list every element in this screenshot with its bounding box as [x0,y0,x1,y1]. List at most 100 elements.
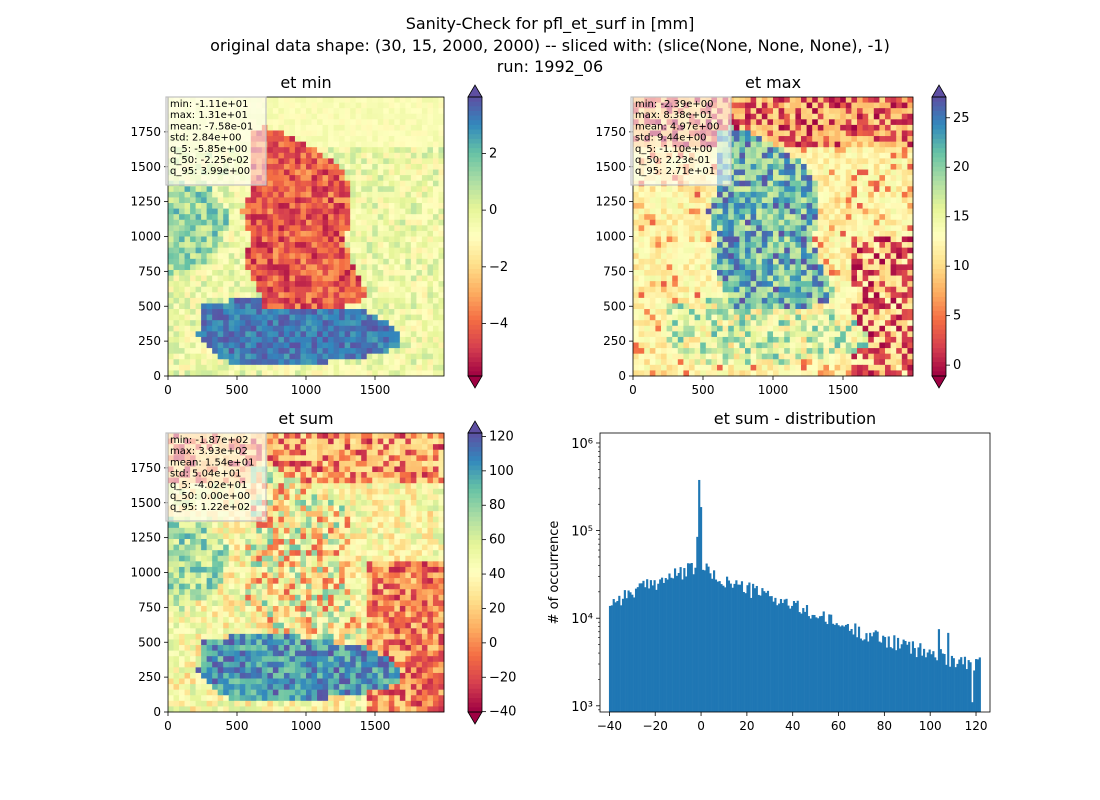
map-cell [366,370,373,377]
map-cell [173,214,180,221]
map-cell [901,147,908,154]
map-cell [633,303,639,310]
map-cell [355,130,362,137]
map-cell [750,158,757,165]
map-cell [432,141,439,148]
map-cell [438,158,445,165]
map-cell [873,102,880,109]
map-cell [168,353,174,360]
map-cell [201,269,208,276]
map-cell [339,275,346,282]
map-cell [294,303,301,310]
map-cell [421,113,428,120]
map-cell [294,342,301,349]
map-cell [817,141,824,148]
map-cell [366,275,373,282]
map-cell [862,119,869,126]
map-cell [201,342,208,349]
map-cell [761,203,768,209]
map-cell [761,158,768,165]
map-cell [845,303,852,310]
map-cell [383,119,390,126]
map-cell [812,320,819,327]
map-cell [862,186,869,193]
map-cell [212,364,219,371]
map-cell [885,102,891,109]
map-cell [873,297,880,304]
map-cell [823,225,830,232]
map-cell [350,303,357,310]
map-cell [711,208,718,215]
map-cell [344,163,351,170]
map-cell [761,292,768,299]
map-cell [306,152,312,159]
map-cell [195,348,202,355]
map-cell [677,325,684,332]
map-cell [868,130,875,137]
map-cell [901,292,908,299]
map-cell [767,219,774,226]
map-cell [195,303,202,310]
map-cell [700,258,707,265]
map-cell [677,314,684,321]
map-cell [879,286,886,293]
map-cell [812,269,819,276]
map-cell [333,191,340,198]
map-cell [851,219,858,226]
map-cell [339,303,346,310]
map-cell [879,242,886,249]
map-cell [901,297,908,304]
map-cell [801,320,807,327]
map-cell [745,136,751,143]
map-cell [239,203,246,209]
map-cell [421,119,428,126]
map-cell [834,247,841,254]
map-cell [361,286,368,293]
map-cell [773,186,779,193]
map-cell [366,97,373,103]
map-cell [339,281,346,288]
map-cell [416,136,423,143]
map-cell [328,309,334,316]
map-cell [756,225,763,232]
map-cell [427,303,434,310]
map-cell [711,197,718,204]
map-cell [700,292,707,299]
map-cell [416,281,423,288]
map-cell [901,253,908,260]
map-cell [372,314,379,321]
map-cell [333,258,340,265]
map-cell [750,320,757,327]
map-cell [823,136,830,143]
map-cell [388,102,395,109]
map-cell [278,124,285,131]
map-cell [272,242,279,249]
map-cell [666,269,673,276]
map-cell [756,275,763,282]
map-cell [317,208,323,215]
map-cell [361,281,368,288]
map-cell [256,219,263,226]
map-cell [201,336,208,343]
map-cell [184,320,191,327]
map-cell [789,359,796,366]
map-cell [333,314,340,321]
map-cell [339,370,346,377]
map-cell [427,353,434,360]
map-cell [789,258,796,265]
map-cell [333,247,340,254]
map-cell [228,297,235,304]
map-cell [432,208,439,215]
map-cell [300,180,307,187]
map-cell [666,253,673,260]
map-cell [694,275,701,282]
map-cell [817,169,824,176]
map-cell [184,214,191,221]
map-cell [317,108,323,115]
map-cell [201,325,208,332]
map-cell [778,359,785,366]
map-cell [873,208,880,215]
map-cell [405,286,412,293]
map-cell [272,348,279,355]
map-cell [372,258,379,265]
